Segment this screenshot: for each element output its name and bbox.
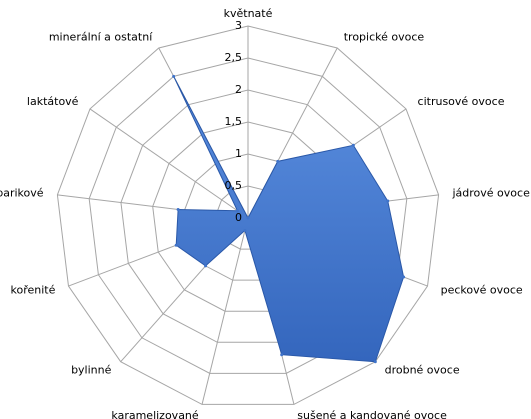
tick-label: 0,5: [225, 179, 243, 192]
data-point: [351, 143, 355, 147]
data-point: [204, 264, 208, 268]
category-label: bylinné: [71, 364, 112, 377]
data-point: [176, 208, 180, 212]
tick-label: 1,5: [225, 115, 243, 128]
spoke: [89, 108, 249, 219]
data-point: [172, 74, 176, 78]
data-point: [386, 199, 390, 203]
tick-label: 3: [235, 19, 242, 32]
spoke: [201, 217, 249, 405]
tick-label: 2,5: [225, 51, 243, 64]
data-point: [276, 159, 280, 163]
data-point: [235, 209, 239, 213]
category-label: kořenité: [11, 283, 56, 296]
data-area: [173, 76, 405, 363]
category-label: tropické ovoce: [344, 30, 425, 43]
tick-label: 2: [235, 83, 242, 96]
category-label: květnaté: [224, 7, 273, 20]
data-point: [246, 216, 250, 220]
grid-line: [88, 57, 408, 374]
data-point: [243, 228, 247, 232]
data-point: [280, 353, 284, 357]
category-label: karamelizované: [111, 409, 199, 419]
tick-label: 0: [235, 211, 242, 224]
grid-line: [56, 25, 440, 405]
category-label: minerální a ostatní: [49, 30, 153, 43]
category-label: drobné ovoce: [385, 364, 460, 377]
category-label: laktátové: [27, 95, 79, 108]
data-point: [402, 275, 406, 279]
tick-label: 1: [235, 147, 242, 160]
category-label: sušené a kandované ovoce: [297, 409, 447, 419]
category-label: citrusové ovoce: [418, 95, 505, 108]
category-label: peckové ovoce: [441, 283, 523, 296]
data-point: [373, 360, 377, 364]
data-point: [174, 243, 178, 247]
category-label: jádrové ovoce: [451, 186, 530, 199]
category-label: barikové: [0, 186, 44, 199]
